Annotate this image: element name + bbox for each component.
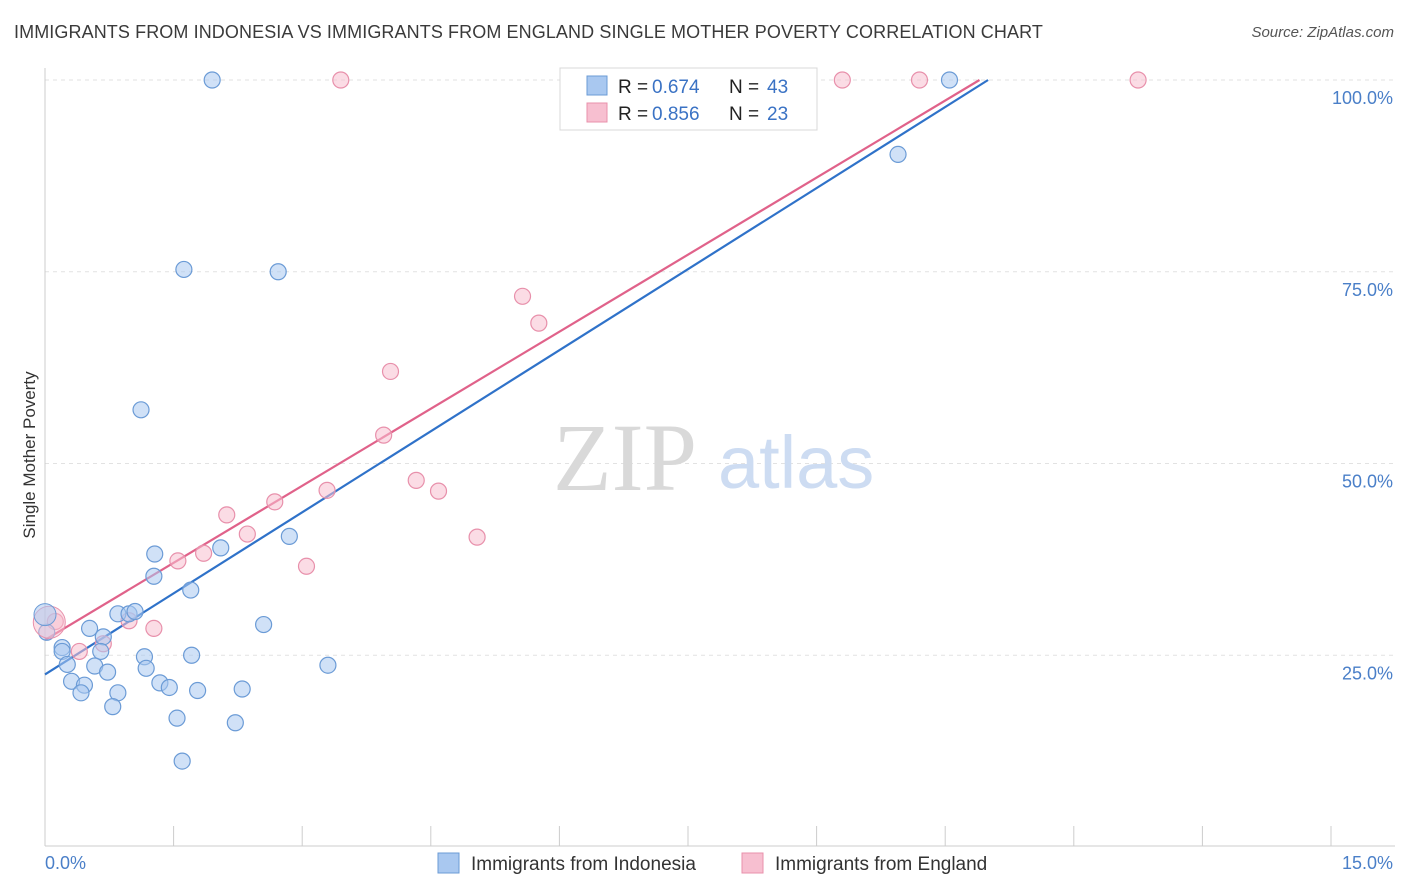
data-point <box>160 678 178 697</box>
data-point <box>238 525 256 543</box>
data-point <box>266 493 284 511</box>
watermark-atlas: atlas <box>718 421 874 504</box>
legend-n-label-1: N = <box>729 77 759 98</box>
data-point <box>203 71 221 89</box>
series-legend: Immigrants from Indonesia Immigrants fro… <box>437 852 987 875</box>
watermark: ZIP atlas <box>553 404 874 511</box>
y-tick-label: 50.0% <box>1342 472 1393 492</box>
data-point <box>429 482 448 500</box>
gridlines <box>45 79 1395 656</box>
data-point <box>98 663 117 681</box>
data-point <box>182 581 200 599</box>
legend-r-label-2: R = <box>618 104 648 125</box>
data-point <box>145 567 163 585</box>
data-point <box>1129 71 1147 89</box>
legend-n-value-2: 23 <box>767 104 788 125</box>
series-legend-indonesia: Immigrants from Indonesia <box>471 854 696 875</box>
series-legend-swatch-england <box>741 852 764 874</box>
data-point <box>72 684 90 702</box>
watermark-zip: ZIP <box>553 404 697 511</box>
data-point <box>137 659 155 677</box>
trend-line <box>44 79 989 676</box>
data-point <box>255 615 273 634</box>
data-point <box>280 527 298 545</box>
y-tick-label: 100.0% <box>1332 88 1393 108</box>
data-point <box>195 544 213 562</box>
data-points <box>32 71 1147 770</box>
y-axis-label: Single Mother Poverty <box>20 371 39 539</box>
data-point <box>94 628 112 646</box>
legend-n-label-2: N = <box>729 104 759 125</box>
legend-r-value-1: 0.674 <box>652 77 700 98</box>
data-point <box>226 714 244 732</box>
data-point <box>146 545 164 563</box>
data-point <box>375 426 393 444</box>
data-point <box>297 557 316 575</box>
data-point <box>169 552 187 570</box>
data-point-cluster <box>33 603 57 627</box>
data-point <box>319 656 337 674</box>
x-tick-label: 0.0% <box>45 853 86 873</box>
data-point <box>80 619 99 638</box>
data-point <box>332 71 350 89</box>
legend-swatch-england <box>586 102 608 123</box>
data-point <box>173 752 191 770</box>
data-point <box>183 646 201 664</box>
data-point <box>513 287 532 305</box>
data-point <box>132 401 150 419</box>
data-point <box>189 681 207 700</box>
legend-r-label-1: R = <box>618 77 648 98</box>
legend-swatch-indonesia <box>586 75 608 96</box>
legend-n-value-1: 43 <box>767 77 788 98</box>
x-tick-label: 15.0% <box>1342 853 1393 873</box>
data-point <box>269 263 287 281</box>
data-point <box>218 506 236 524</box>
series-legend-swatch-indonesia <box>437 852 460 874</box>
data-point <box>468 528 486 546</box>
data-point <box>910 71 929 89</box>
trend-line <box>44 79 981 641</box>
data-point <box>530 314 548 332</box>
source-label: Source: ZipAtlas.com <box>1251 24 1394 41</box>
data-point <box>889 145 907 163</box>
data-point <box>381 362 400 381</box>
stats-legend: R = 0.674 N = 43 R = 0.856 N = 23 <box>559 67 818 131</box>
chart-title: IMMIGRANTS FROM INDONESIA VS IMMIGRANTS … <box>14 22 1043 42</box>
data-point <box>104 698 122 716</box>
data-point <box>70 642 88 661</box>
data-point <box>58 655 76 674</box>
data-point <box>407 471 425 489</box>
legend-r-value-2: 0.856 <box>652 104 700 125</box>
data-point <box>212 539 230 557</box>
y-tick-label: 75.0% <box>1342 280 1393 300</box>
data-point <box>940 71 959 89</box>
y-tick-label: 25.0% <box>1342 663 1393 683</box>
data-point <box>833 71 851 89</box>
tick-labels: 25.0% 50.0% 75.0% 100.0% 0.0% 15.0% <box>45 88 1393 873</box>
data-point <box>318 481 336 499</box>
axes <box>44 68 1395 847</box>
data-point <box>92 642 110 661</box>
data-point <box>175 260 193 279</box>
data-point <box>126 602 144 621</box>
data-point <box>145 619 163 638</box>
data-point <box>168 709 186 727</box>
series-legend-england: Immigrants from England <box>775 854 987 875</box>
data-point <box>233 680 251 698</box>
